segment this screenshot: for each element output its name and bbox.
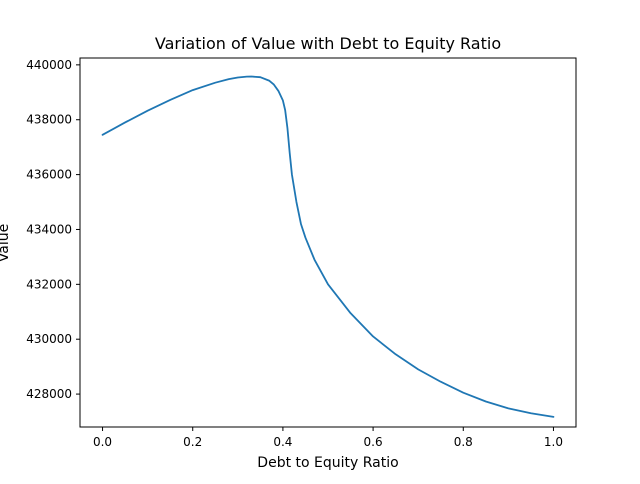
y-tick-label: 430000: [26, 332, 72, 346]
x-tick-label: 0.8: [454, 435, 473, 449]
chart-title: Variation of Value with Debt to Equity R…: [155, 34, 501, 53]
x-tick-label: 0.2: [183, 435, 202, 449]
series-line-0: [101, 75, 555, 418]
y-tick-label: 432000: [26, 277, 72, 291]
plot-frame: [79, 57, 577, 428]
y-tick-label: 428000: [26, 387, 72, 401]
x-tick-label: 1.0: [544, 435, 563, 449]
x-axis-label: Debt to Equity Ratio: [257, 455, 398, 471]
y-axis-label: Value: [0, 224, 12, 262]
x-tick-label: 0.6: [364, 435, 383, 449]
y-tick-label: 436000: [26, 168, 72, 182]
y-tick-label: 440000: [26, 58, 72, 72]
axes: 0.0 0.2 0.4 0.6 0.8 1.0 428000 430000 432000 4340…: [26, 57, 577, 449]
y-tick-label: 434000: [26, 222, 72, 236]
x-tick-label: 0.4: [273, 435, 292, 449]
x-tick-label: 0.0: [93, 435, 112, 449]
y-tick-label: 438000: [26, 113, 72, 127]
